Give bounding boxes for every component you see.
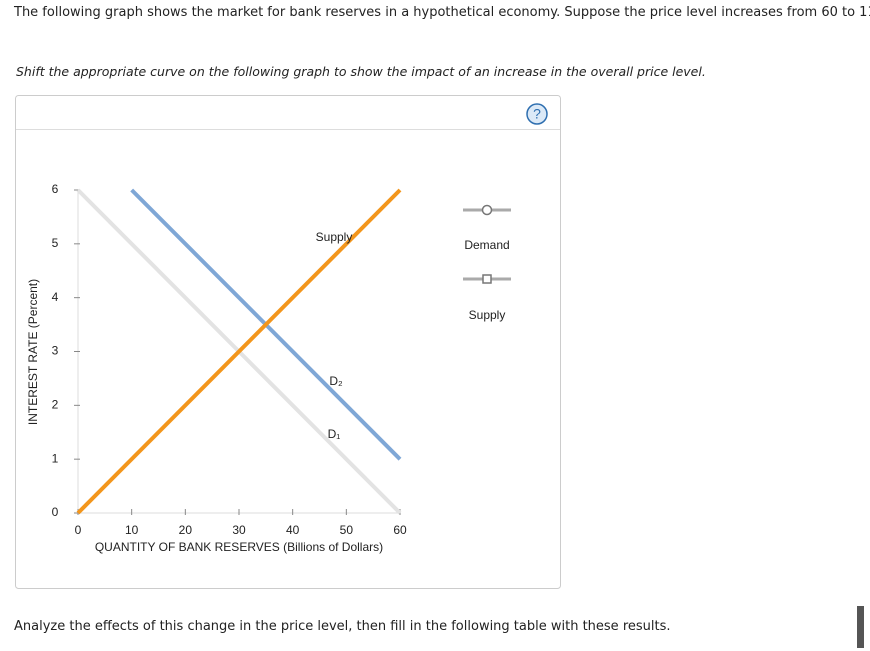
y-tick-label: 5 — [52, 236, 59, 250]
x-tick-label: 30 — [232, 523, 246, 537]
x-tick-label: 60 — [393, 523, 407, 537]
curve-label: D₂ — [329, 374, 343, 388]
y-tick-label: 3 — [52, 344, 59, 358]
prompt: The following graph shows the market for… — [14, 5, 870, 20]
help-icon: ? — [533, 106, 541, 122]
tool-demand[interactable] — [463, 204, 511, 216]
curve-label: Supply — [316, 230, 353, 244]
tool-label: Supply — [469, 308, 506, 322]
y-tick-label: 6 — [52, 182, 59, 196]
x-tick-label: 10 — [125, 523, 139, 537]
x-tick-label: 50 — [340, 523, 354, 537]
y-axis-label: INTEREST RATE (Percent) — [26, 279, 40, 425]
x-axis-label: QUANTITY OF BANK RESERVES (Billions of D… — [95, 540, 383, 554]
instruction: Shift the appropriate curve on the follo… — [16, 64, 706, 79]
help-button[interactable] — [526, 103, 548, 125]
x-tick-label: 20 — [179, 523, 193, 537]
y-tick-label: 0 — [52, 505, 59, 519]
y-tick-label: 4 — [52, 290, 59, 304]
x-tick-label: 0 — [75, 523, 82, 537]
curve-label: D₁ — [328, 427, 341, 441]
y-tick-label: 1 — [52, 451, 59, 465]
x-tick-label: 40 — [286, 523, 300, 537]
panel — [15, 95, 561, 589]
tool-supply[interactable] — [463, 274, 511, 284]
curve — [76, 188, 402, 515]
scroll-marker — [857, 606, 864, 648]
y-tick-label: 2 — [52, 398, 59, 412]
footer: Analyze the effects of this change in th… — [14, 619, 671, 634]
tool-label: Demand — [464, 238, 509, 252]
